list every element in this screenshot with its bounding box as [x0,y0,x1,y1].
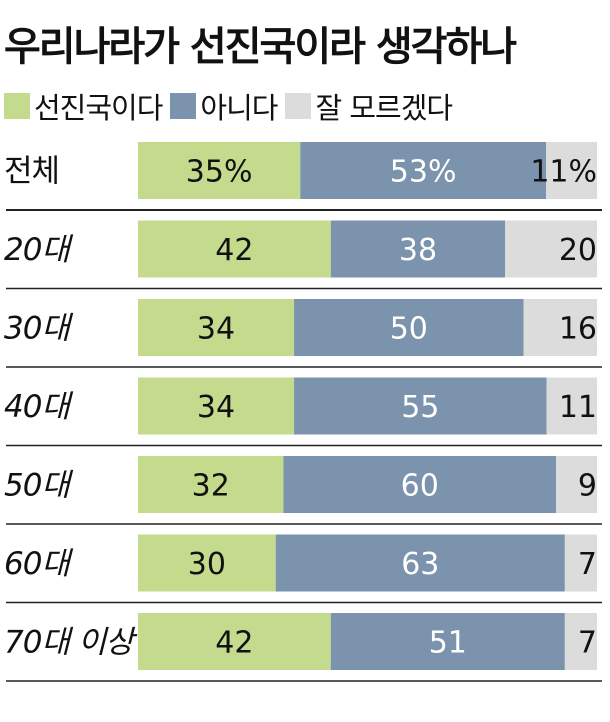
bar-segment-no-4 [283,456,557,513]
legend-item-yes: 선진국이다 [4,85,163,127]
legend-swatch-unsure [285,93,312,119]
bar-segment-no-2 [294,299,524,356]
bar-segment-no-0 [300,142,546,199]
bar-segment-unsure-2 [523,299,597,356]
legend-swatch-yes [4,93,30,119]
data-label-no-3: 55 [401,390,439,425]
data-label-yes-5: 30 [188,547,226,582]
bar-segment-yes-5 [138,534,276,592]
bar-segment-unsure-6 [564,613,597,670]
data-label-unsure-2: 16 [559,312,597,347]
bar-segment-yes-6 [138,613,331,670]
legend-item-unsure: 잘 모르겠다 [285,85,453,127]
data-label-unsure-6: 7 [578,626,597,661]
bar-segment-no-3 [294,377,547,435]
data-label-yes-2: 34 [197,312,235,347]
data-label-unsure-0: 11% [530,155,597,190]
bar-segment-yes-4 [138,456,284,513]
data-label-unsure-4: 9 [578,469,597,504]
legend-label-unsure: 잘 모르겠다 [315,91,453,125]
legend-label-yes: 선진국이다 [34,91,163,125]
bar-segment-no-1 [330,220,506,278]
bar-segment-unsure-1 [505,220,597,278]
data-label-yes-4: 32 [192,469,230,504]
data-label-no-1: 38 [399,233,437,268]
category-label-5: 60대 [4,546,73,582]
data-label-yes-1: 42 [215,233,253,268]
category-label-6: 70대 이상 [4,625,138,661]
category-label-3: 40대 [4,389,73,425]
data-label-unsure-3: 11 [559,390,597,425]
bar-segment-yes-0 [138,142,301,199]
data-label-no-2: 50 [390,312,428,347]
bar-segment-yes-1 [138,220,331,278]
legend: 선진국이다 아니다 잘 모르겠다 [4,85,460,127]
bar-segment-no-5 [275,534,565,592]
data-label-yes-3: 34 [197,390,235,425]
bar-segment-unsure-0 [546,142,597,199]
data-label-no-0: 53% [390,155,457,190]
category-label-1: 20대 [4,232,73,268]
bar-segment-yes-3 [138,377,295,435]
bar-segment-unsure-5 [564,534,597,592]
category-label-4: 50대 [4,468,73,504]
data-label-unsure-5: 7 [578,547,597,582]
category-label-2: 30대 [4,311,73,347]
data-label-unsure-1: 20 [559,233,597,268]
legend-item-no: 아니다 [170,85,278,127]
bar-segment-unsure-3 [546,377,597,435]
category-label-0: 전체 [4,154,59,190]
data-label-no-5: 63 [401,547,439,582]
bar-segment-no-6 [330,613,565,670]
bar-segment-unsure-4 [556,456,597,513]
data-label-no-6: 51 [429,626,467,661]
bar-segment-yes-2 [138,299,295,356]
data-label-yes-0: 35% [186,155,253,190]
legend-label-no: 아니다 [200,91,278,125]
data-label-no-4: 60 [401,469,439,504]
legend-swatch-no [170,93,197,119]
data-label-yes-6: 42 [215,626,253,661]
chart-title: 우리나라가 선진국이라 생각하나 [4,24,517,70]
